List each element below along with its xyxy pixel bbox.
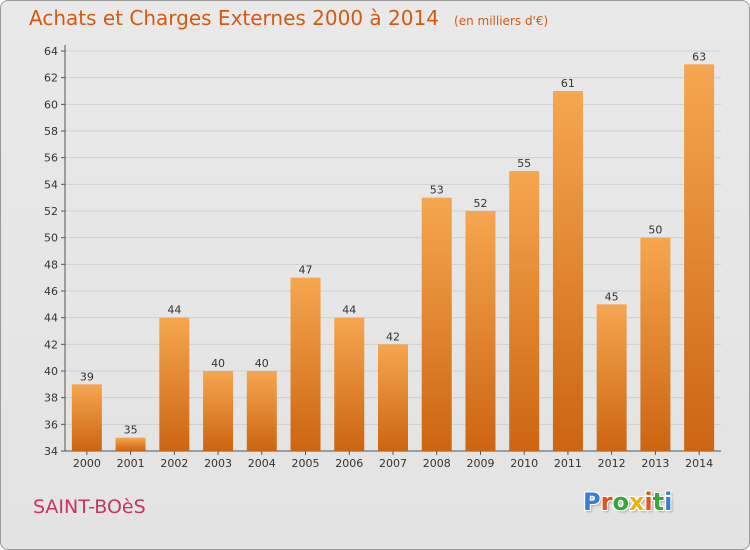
bar-2012 [596,304,627,451]
x-tick-label: 2008 [423,457,451,470]
title-row: Achats et Charges Externes 2000 à 2014 (… [29,6,548,30]
bar-2013 [640,237,671,451]
bar-2004 [246,371,277,451]
y-tick-label: 44 [44,312,58,325]
bar-value-label: 39 [80,370,94,383]
x-tick-label: 2009 [466,457,494,470]
logo-letter: r [600,488,613,516]
bar-2008 [421,197,452,451]
bar-value-label: 50 [648,224,662,237]
bar-value-label: 52 [473,197,487,210]
bar-2006 [334,317,365,451]
y-tick-label: 40 [44,365,58,378]
bar-value-label: 44 [342,304,356,317]
x-tick-label: 2014 [685,457,713,470]
bar-2002 [159,317,190,451]
bar-value-label: 53 [430,184,444,197]
chart-unit: (en milliers d'€) [454,14,549,28]
y-tick-label: 58 [44,125,58,138]
bar-value-label: 42 [386,330,400,343]
y-tick-label: 34 [44,445,58,458]
y-tick-label: 36 [44,418,58,431]
bar-value-label: 63 [692,50,706,63]
y-tick-label: 64 [44,45,58,58]
bar-value-label: 40 [255,357,269,370]
commune-name: SAINT-BOèS [33,496,146,518]
x-tick-label: 2006 [335,457,363,470]
x-tick-label: 2004 [248,457,276,470]
y-tick-label: 52 [44,205,58,218]
bar-2009 [465,211,496,451]
y-tick-label: 38 [44,392,58,405]
bar-value-label: 47 [299,264,313,277]
y-tick-label: 46 [44,285,58,298]
x-tick-label: 2011 [554,457,582,470]
proxiti-logo: Proxiti [583,488,672,516]
x-tick-label: 2012 [598,457,626,470]
y-tick-label: 50 [44,232,58,245]
x-tick-label: 2005 [292,457,320,470]
logo-letter: o [612,488,629,516]
bar-2001 [115,437,146,451]
logo-letter: t [652,488,665,516]
bar-value-label: 45 [605,290,619,303]
bar-2000 [71,384,102,451]
bar-value-label: 55 [517,157,531,170]
x-tick-label: 2000 [73,457,101,470]
bar-2011 [552,91,583,451]
y-tick-label: 62 [44,72,58,85]
y-tick-label: 48 [44,258,58,271]
y-tick-label: 42 [44,338,58,351]
logo-letter: i [664,488,673,516]
data-labels: 39 35 44 40 40 47 44 42 53 52 55 61 45 50 63 [80,50,706,436]
chart-title: Achats et Charges Externes 2000 à 2014 [29,6,439,30]
x-tick-label: 2002 [160,457,188,470]
logo-letter: P [583,488,601,516]
bar-2007 [378,344,408,451]
bar-value-label: 44 [167,304,181,317]
x-tick-label: 2007 [379,457,407,470]
x-tick-label: 2003 [204,457,232,470]
bar-2014 [684,64,715,452]
x-tick-label: 2013 [641,457,669,470]
bar-2010 [509,171,540,451]
y-tick-label: 56 [44,152,58,165]
y-tick-label: 54 [44,178,58,191]
x-tick-label: 2010 [510,457,538,470]
x-tick-label: 2001 [117,457,145,470]
logo-letter: x [628,488,645,516]
y-tick-label: 60 [44,98,58,111]
bar-2005 [290,277,321,451]
bar-2003 [203,371,234,451]
bar-value-label: 61 [561,77,575,90]
bar-value-label: 35 [124,424,138,437]
bar-value-label: 40 [211,357,225,370]
bars [71,64,715,452]
logo-letter: i [644,488,653,516]
